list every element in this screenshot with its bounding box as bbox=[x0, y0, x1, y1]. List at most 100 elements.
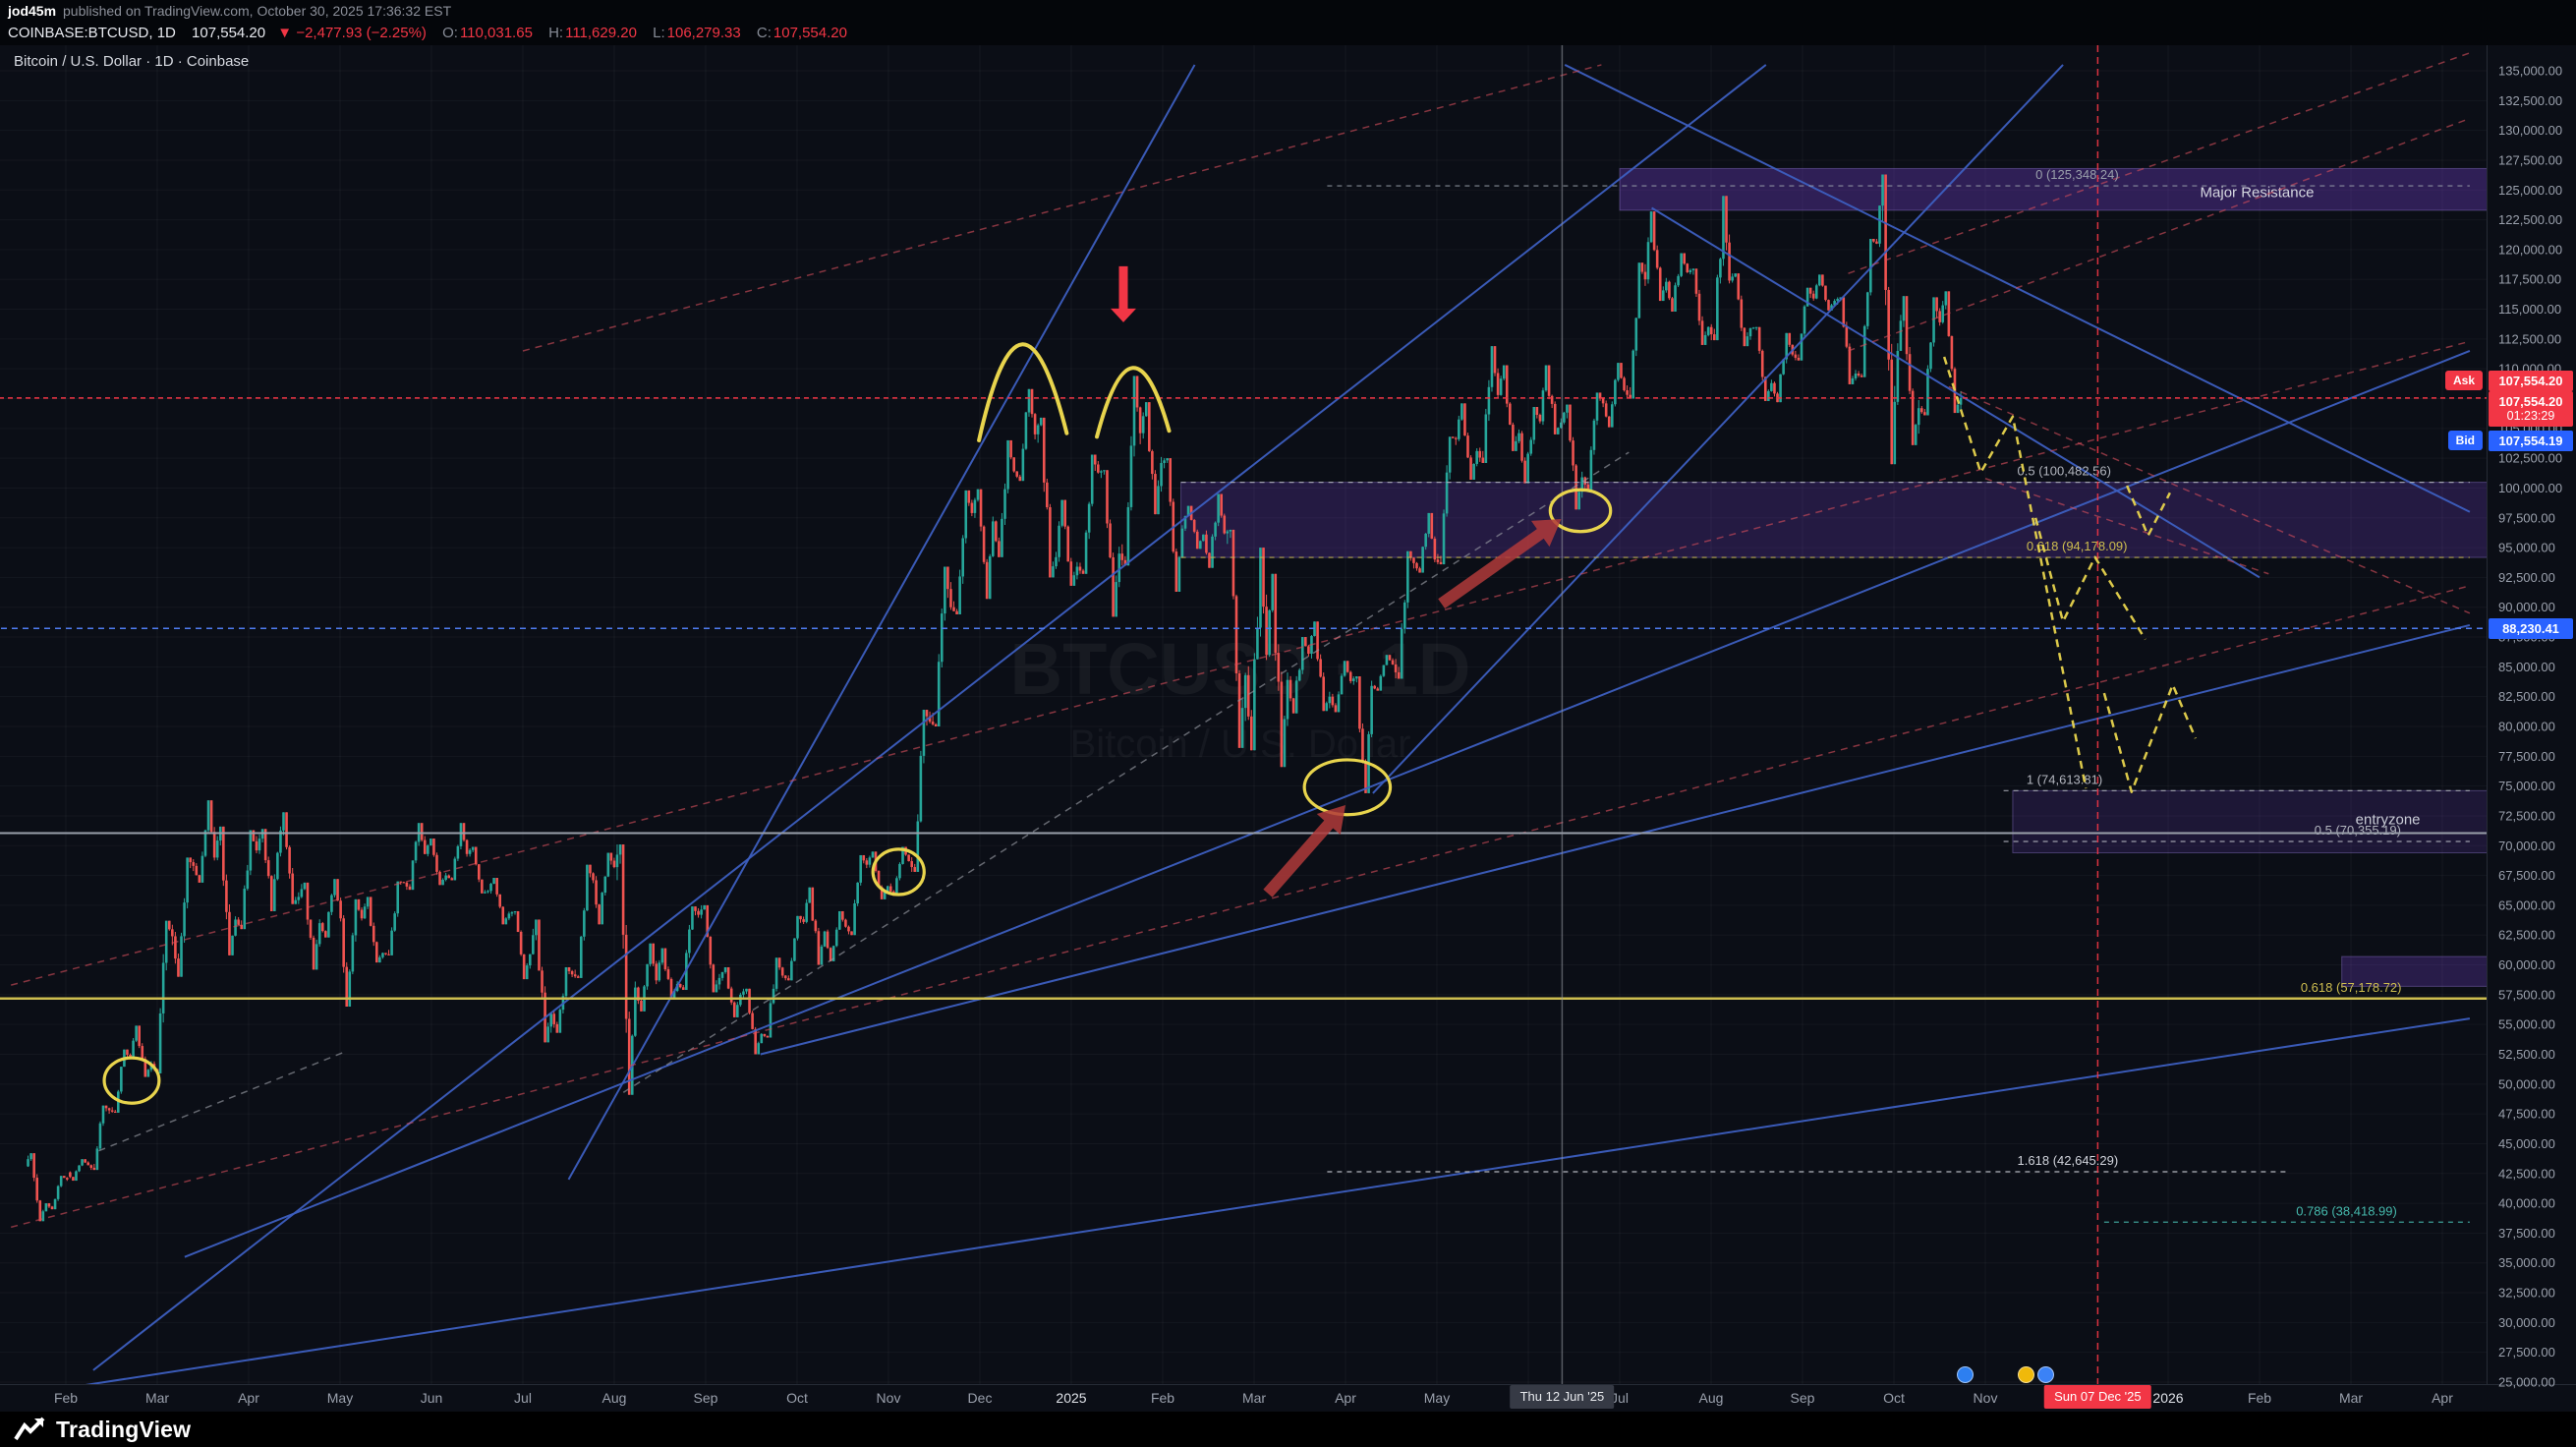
svg-text:80,000.00: 80,000.00 bbox=[2498, 720, 2555, 734]
svg-text:55,000.00: 55,000.00 bbox=[2498, 1017, 2555, 1032]
supply-demand-zones: Major Resistance entryzone bbox=[1180, 167, 2487, 987]
sell-signal-down-arrow bbox=[1111, 265, 1136, 322]
svg-text:Aug: Aug bbox=[1699, 1390, 1724, 1406]
svg-text:37,500.00: 37,500.00 bbox=[2498, 1226, 2555, 1241]
svg-text:Feb: Feb bbox=[1151, 1390, 1174, 1406]
highlight-circle bbox=[102, 1056, 161, 1105]
svg-text:120,000.00: 120,000.00 bbox=[2498, 242, 2562, 257]
chart-legend-title[interactable]: Bitcoin / U.S. Dollar · 1D · Coinbase bbox=[14, 53, 250, 70]
alert-price-box: 88,230.41 bbox=[2489, 618, 2573, 640]
svg-text:45,000.00: 45,000.00 bbox=[2498, 1136, 2555, 1151]
last-price-countdown-box: 107,554.20 01:23:29 bbox=[2489, 390, 2573, 427]
momentum-arrow bbox=[1263, 805, 1345, 897]
svg-text:Mar: Mar bbox=[2339, 1390, 2363, 1406]
svg-text:75,000.00: 75,000.00 bbox=[2498, 779, 2555, 793]
svg-text:100,000.00: 100,000.00 bbox=[2498, 481, 2562, 495]
ask-label-chip: Ask bbox=[2444, 370, 2483, 390]
event-icon[interactable] bbox=[2037, 1366, 2055, 1383]
svg-text:117,500.00: 117,500.00 bbox=[2498, 272, 2561, 287]
svg-text:65,000.00: 65,000.00 bbox=[2498, 897, 2555, 912]
svg-text:Oct: Oct bbox=[786, 1390, 808, 1406]
fib-label: 0.786 (38,418.99) bbox=[2296, 1203, 2397, 1218]
svg-text:Oct: Oct bbox=[1883, 1390, 1905, 1406]
momentum-arrow bbox=[1438, 519, 1562, 608]
svg-text:Nov: Nov bbox=[1974, 1390, 1998, 1406]
svg-text:130,000.00: 130,000.00 bbox=[2498, 123, 2562, 138]
zone-label: Major Resistance bbox=[2201, 185, 2315, 202]
publisher-username: jod45m bbox=[8, 3, 57, 19]
close-label: C: bbox=[756, 25, 772, 41]
svg-text:Aug: Aug bbox=[602, 1390, 627, 1406]
svg-text:Apr: Apr bbox=[2432, 1390, 2453, 1406]
event-icon[interactable] bbox=[2017, 1366, 2034, 1383]
svg-text:Nov: Nov bbox=[877, 1390, 901, 1406]
svg-text:115,000.00: 115,000.00 bbox=[2498, 302, 2561, 317]
svg-text:47,500.00: 47,500.00 bbox=[2498, 1107, 2555, 1122]
fib-label: 0 (125,348.24) bbox=[2035, 167, 2119, 182]
svg-text:27,500.00: 27,500.00 bbox=[2498, 1345, 2555, 1360]
svg-text:2025: 2025 bbox=[1056, 1390, 1086, 1406]
svg-text:35,000.00: 35,000.00 bbox=[2498, 1255, 2555, 1270]
fib-label: 0.618 (94,178.09) bbox=[2027, 539, 2128, 553]
low-label: L: bbox=[653, 25, 665, 41]
svg-text:Feb: Feb bbox=[2248, 1390, 2271, 1406]
svg-text:102,500.00: 102,500.00 bbox=[2498, 451, 2562, 466]
svg-text:30,000.00: 30,000.00 bbox=[2498, 1315, 2555, 1330]
ask-price-box: 107,554.20 bbox=[2489, 370, 2573, 391]
countdown-price: 107,554.20 bbox=[2498, 393, 2563, 409]
svg-text:127,500.00: 127,500.00 bbox=[2498, 152, 2562, 167]
bid-label-chip: Bid bbox=[2447, 430, 2483, 450]
tradingview-logo-icon[interactable] bbox=[14, 1417, 47, 1442]
svg-text:72,500.00: 72,500.00 bbox=[2498, 808, 2555, 823]
bid-price-box: 107,554.19 bbox=[2489, 430, 2573, 451]
svg-text:52,500.00: 52,500.00 bbox=[2498, 1047, 2555, 1062]
svg-text:135,000.00: 135,000.00 bbox=[2498, 64, 2562, 79]
highlight-circle bbox=[1302, 758, 1393, 817]
symbol-name[interactable]: COINBASE:BTCUSD, 1D bbox=[8, 25, 176, 41]
svg-text:90,000.00: 90,000.00 bbox=[2498, 600, 2555, 614]
time-axis[interactable]: Feb Mar Apr May Jun Jul Aug Sep Oct Nov Dec 2025 Feb… bbox=[54, 1390, 2453, 1406]
highlight-circle bbox=[1548, 488, 1613, 534]
candles-layer bbox=[27, 174, 1963, 1222]
projection-zigzag bbox=[1942, 356, 2088, 789]
svg-text:60,000.00: 60,000.00 bbox=[2498, 957, 2555, 972]
svg-text:May: May bbox=[327, 1390, 353, 1406]
fib-label: 1.618 (42,645.29) bbox=[2018, 1153, 2119, 1168]
svg-text:Mar: Mar bbox=[145, 1390, 169, 1406]
svg-text:85,000.00: 85,000.00 bbox=[2498, 660, 2555, 674]
svg-text:25,000.00: 25,000.00 bbox=[2498, 1375, 2555, 1390]
svg-text:132,500.00: 132,500.00 bbox=[2498, 93, 2562, 108]
svg-text:125,000.00: 125,000.00 bbox=[2498, 183, 2562, 198]
svg-text:92,500.00: 92,500.00 bbox=[2498, 570, 2555, 585]
svg-text:122,500.00: 122,500.00 bbox=[2498, 212, 2562, 227]
double-top-arc bbox=[1095, 366, 1172, 439]
footer-bar: TradingView bbox=[0, 1412, 2576, 1447]
svg-text:Apr: Apr bbox=[238, 1390, 259, 1406]
high-label: H: bbox=[548, 25, 564, 41]
svg-text:Sep: Sep bbox=[1791, 1390, 1815, 1406]
date-marker-dec07: Sun 07 Dec '25 bbox=[2044, 1385, 2151, 1409]
svg-text:Jul: Jul bbox=[1611, 1390, 1629, 1406]
svg-text:97,500.00: 97,500.00 bbox=[2498, 510, 2555, 525]
projection-zigzag bbox=[2033, 517, 2147, 641]
svg-text:50,000.00: 50,000.00 bbox=[2498, 1076, 2555, 1091]
fib-label: 0.5 (100,482.56) bbox=[2018, 464, 2111, 479]
date-marker-jun12: Thu 12 Jun '25 bbox=[1510, 1385, 1615, 1409]
svg-text:70,000.00: 70,000.00 bbox=[2498, 839, 2555, 853]
price-axis[interactable]: 25,000.00 27,500.00 30,000.00 32,500.00 35,0… bbox=[2498, 64, 2562, 1390]
open-value: 110,031.65 bbox=[459, 25, 533, 41]
price-change: −2,477.93 (−2.25%) bbox=[296, 25, 427, 41]
bar-close-countdown: 01:23:29 bbox=[2506, 408, 2555, 423]
projection-zigzag bbox=[2125, 485, 2171, 538]
event-icon[interactable] bbox=[1956, 1366, 1974, 1383]
symbol-info-bar: COINBASE:BTCUSD, 1D 107,554.20 ▼ −2,477.… bbox=[0, 22, 2576, 45]
open-label: O: bbox=[442, 25, 458, 41]
low-value: 106,279.33 bbox=[666, 25, 741, 41]
tradingview-wordmark[interactable]: TradingView bbox=[56, 1416, 192, 1442]
svg-text:67,500.00: 67,500.00 bbox=[2498, 868, 2555, 883]
last-price: 107,554.20 bbox=[192, 25, 266, 41]
trendlines-layer bbox=[11, 52, 2471, 1384]
